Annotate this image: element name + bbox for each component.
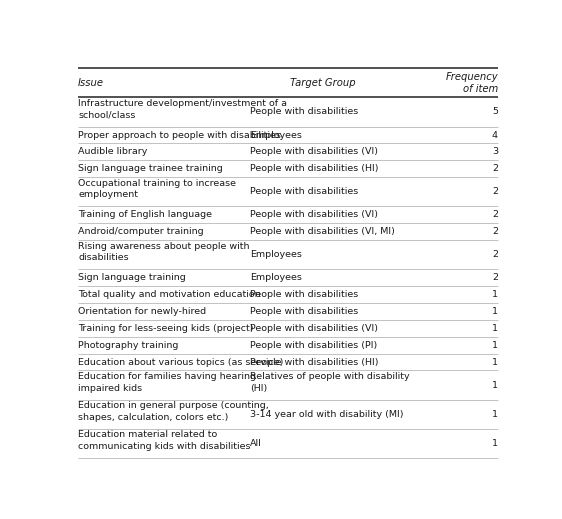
Text: People with disabilities: People with disabilities [250, 290, 359, 299]
Text: 3: 3 [492, 147, 498, 156]
Text: Employees: Employees [250, 250, 302, 259]
Text: 1: 1 [492, 307, 498, 316]
Text: Rising awareness about people with
disabilities: Rising awareness about people with disab… [78, 242, 250, 262]
Text: 2: 2 [492, 227, 498, 236]
Text: Issue: Issue [78, 78, 104, 88]
Text: 2: 2 [492, 210, 498, 219]
Text: People with disabilities (HI): People with disabilities (HI) [250, 358, 379, 366]
Text: Audible library: Audible library [78, 147, 147, 156]
Text: 2: 2 [492, 250, 498, 259]
Text: Sign language trainee training: Sign language trainee training [78, 164, 223, 173]
Text: Education about various topics (as service): Education about various topics (as servi… [78, 358, 283, 366]
Text: People with disabilities (HI): People with disabilities (HI) [250, 164, 379, 173]
Text: 1: 1 [492, 340, 498, 350]
Text: 1: 1 [492, 380, 498, 390]
Text: 2: 2 [492, 187, 498, 196]
Text: Sign language training: Sign language training [78, 273, 186, 282]
Text: Education material related to
communicating kids with disabilities: Education material related to communicat… [78, 430, 251, 451]
Text: Training of English language: Training of English language [78, 210, 212, 219]
Text: Training for less-seeing kids (project): Training for less-seeing kids (project) [78, 324, 253, 333]
Text: Total quality and motivation education: Total quality and motivation education [78, 290, 261, 299]
Text: People with disabilities (PI): People with disabilities (PI) [250, 340, 378, 350]
Text: People with disabilities (VI): People with disabilities (VI) [250, 210, 378, 219]
Text: 1: 1 [492, 324, 498, 333]
Text: 3-14 year old with disability (MI): 3-14 year old with disability (MI) [250, 409, 404, 419]
Text: Orientation for newly-hired: Orientation for newly-hired [78, 307, 206, 316]
Text: 2: 2 [492, 164, 498, 173]
Text: People with disabilities (VI, MI): People with disabilities (VI, MI) [250, 227, 395, 236]
Text: 1: 1 [492, 439, 498, 448]
Text: People with disabilities (VI): People with disabilities (VI) [250, 147, 378, 156]
Text: People with disabilities: People with disabilities [250, 107, 359, 116]
Text: Proper approach to people with disabilities: Proper approach to people with disabilit… [78, 130, 281, 140]
Text: Frequency
of item: Frequency of item [445, 72, 498, 94]
Text: People with disabilities: People with disabilities [250, 307, 359, 316]
Text: Android/computer training: Android/computer training [78, 227, 203, 236]
Text: Infrastructure development/investment of a
school/class: Infrastructure development/investment of… [78, 99, 287, 119]
Text: Education for families having hearing
impaired kids: Education for families having hearing im… [78, 372, 256, 392]
Text: 2: 2 [492, 273, 498, 282]
Text: People with disabilities (VI): People with disabilities (VI) [250, 324, 378, 333]
Text: 4: 4 [492, 130, 498, 140]
Text: 5: 5 [492, 107, 498, 116]
Text: Photography training: Photography training [78, 340, 179, 350]
Text: Employees: Employees [250, 130, 302, 140]
Text: Relatives of people with disability
(HI): Relatives of people with disability (HI) [250, 372, 410, 392]
Text: Target Group: Target Group [290, 78, 356, 88]
Text: 1: 1 [492, 290, 498, 299]
Text: All: All [250, 439, 262, 448]
Text: 1: 1 [492, 409, 498, 419]
Text: People with disabilities: People with disabilities [250, 187, 359, 196]
Text: 1: 1 [492, 358, 498, 366]
Text: Education in general purpose (counting,
shapes, calculation, colors etc.): Education in general purpose (counting, … [78, 401, 269, 421]
Text: Occupational training to increase
employment: Occupational training to increase employ… [78, 179, 236, 199]
Text: Employees: Employees [250, 273, 302, 282]
